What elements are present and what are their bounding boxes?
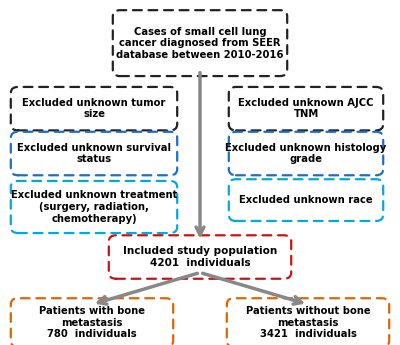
FancyBboxPatch shape	[11, 298, 173, 345]
Text: Excluded unknown treatment
(surgery, radiation,
chemotherapy): Excluded unknown treatment (surgery, rad…	[11, 190, 177, 224]
Text: Patients without bone
metastasis
3421  individuals: Patients without bone metastasis 3421 in…	[246, 306, 370, 339]
FancyBboxPatch shape	[109, 235, 291, 279]
Text: Patients with bone
metastasis
780  individuals: Patients with bone metastasis 780 indivi…	[39, 306, 145, 339]
Text: Excluded unknown survival
status: Excluded unknown survival status	[17, 143, 171, 164]
Text: Excluded unknown AJCC
TNM: Excluded unknown AJCC TNM	[238, 98, 374, 119]
FancyBboxPatch shape	[11, 181, 177, 233]
FancyBboxPatch shape	[113, 10, 287, 76]
Text: Excluded unknown tumor
size: Excluded unknown tumor size	[22, 98, 166, 119]
FancyBboxPatch shape	[11, 132, 177, 175]
FancyBboxPatch shape	[229, 87, 383, 130]
Text: Cases of small cell lung
cancer diagnosed from SEER
database between 2010-2016: Cases of small cell lung cancer diagnose…	[116, 27, 284, 60]
Text: Included study population
4201  individuals: Included study population 4201 individua…	[123, 246, 277, 268]
FancyBboxPatch shape	[229, 179, 383, 221]
FancyBboxPatch shape	[227, 298, 389, 345]
Text: Excluded unknown race: Excluded unknown race	[239, 195, 373, 205]
FancyBboxPatch shape	[229, 132, 383, 175]
FancyBboxPatch shape	[11, 87, 177, 130]
Text: Excluded unknown histology
grade: Excluded unknown histology grade	[225, 143, 387, 164]
